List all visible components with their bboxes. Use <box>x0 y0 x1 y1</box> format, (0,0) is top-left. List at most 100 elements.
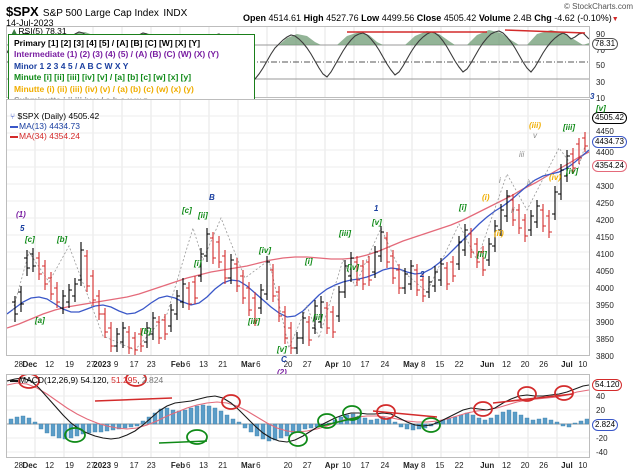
macd-plot <box>7 375 589 457</box>
wave-label: [v] <box>372 218 382 227</box>
x-tick-26: 26 <box>539 360 549 369</box>
wave-label: (1) <box>16 210 26 219</box>
wave-label: (2) <box>277 368 287 377</box>
wave-label: [ii] <box>313 313 323 322</box>
low-label: Low <box>361 13 380 23</box>
price-tick-4450: 4450 <box>596 127 614 136</box>
x-tick-21: 21 <box>218 461 228 470</box>
x-tick-10: 10 <box>341 461 351 470</box>
wave-label: [iv] <box>259 246 271 255</box>
wave-label: [ii] <box>477 250 487 259</box>
x-tick-10: 10 <box>578 461 588 470</box>
x-tick-24: 24 <box>380 461 390 470</box>
wave-label: i <box>499 176 501 185</box>
x-tick-22: 22 <box>454 461 464 470</box>
price-tick-4050: 4050 <box>596 267 614 276</box>
x-tick-19: 19 <box>65 461 74 470</box>
x-tick-17: 17 <box>360 461 370 470</box>
x-tick-6: 6 <box>256 461 261 470</box>
x-tick-8: 8 <box>420 360 426 369</box>
open-value: 4514.61 <box>268 13 302 23</box>
chg-down-arrow: ▼ <box>611 16 619 23</box>
rsi-tick-30: 30 <box>596 78 605 87</box>
wave-label: [v] <box>277 345 287 354</box>
wave-label: [ii] <box>198 211 208 220</box>
price-plot <box>7 100 589 355</box>
x-tick-15: 15 <box>435 360 445 369</box>
x-tick-17: 17 <box>360 360 370 369</box>
price-tick-4300: 4300 <box>596 182 614 191</box>
wave-label: [c] <box>25 235 35 244</box>
wave-label: (iii) <box>529 121 541 130</box>
x-tick-15: 15 <box>435 461 445 470</box>
x-tick-6: 6 <box>186 360 191 369</box>
macd-tick-neg20: -20 <box>596 434 608 443</box>
x-tick-mar: Mar <box>240 360 256 369</box>
wave-label: v <box>533 131 537 140</box>
wave-label: (i) <box>482 193 490 202</box>
x-tick-10: 10 <box>578 360 588 369</box>
rsi-tick-90: 90 <box>596 30 605 39</box>
rsi-tick-10: 10 <box>596 94 605 103</box>
wave-label: 5 <box>20 224 25 233</box>
ma34-legend: MA(34) 4354.24 <box>10 131 80 141</box>
macd-hist-flag: 2.824 <box>592 419 619 431</box>
chg-value: -4.62 (-0.10%) <box>554 13 612 23</box>
ma13-value-flag: 4434.73 <box>592 136 627 148</box>
x-tick-26: 26 <box>539 461 549 470</box>
wave-label: [i] <box>459 203 467 212</box>
wave-label: [v] <box>596 104 606 113</box>
x-tick-20: 20 <box>520 461 530 470</box>
x-tick-10: 10 <box>341 360 351 369</box>
ma34-label: MA(34) 4354.24 <box>19 131 80 141</box>
macd-signal-value: 51.295 <box>111 375 138 385</box>
x-tick-feb: Feb <box>170 360 186 369</box>
x-tick-dec: Dec <box>22 461 38 470</box>
ma13-label: MA(13) 4434.73 <box>19 121 80 131</box>
macd-value: 54.120 <box>80 375 107 385</box>
wave-label: B <box>209 193 215 202</box>
x-tick-12: 12 <box>45 461 55 470</box>
x-tick-13: 13 <box>199 461 208 470</box>
x-tick-6: 6 <box>186 461 191 470</box>
legend-row-minor: Minor 1 2 3 4 5 / A B C W X Y <box>14 60 129 71</box>
volume-value: 2.4B <box>513 13 532 23</box>
close-value: 4505.42 <box>443 13 477 23</box>
x-tick-apr: Apr <box>324 461 339 470</box>
price-tick-4200: 4200 <box>596 216 614 225</box>
open-label: Open <box>243 13 267 23</box>
chart-title: $SPX S&P 500 Large Cap Index INDX <box>6 3 187 21</box>
x-tick-23: 23 <box>146 461 156 470</box>
x-tick-27: 27 <box>86 360 96 369</box>
price-tick-3850: 3850 <box>596 335 614 344</box>
x-tick-jul: Jul <box>561 360 573 369</box>
macd-hist-value: 2.824 <box>141 375 164 385</box>
wave-label: [iii] <box>339 229 351 238</box>
price-close-flag: 4505.42 <box>592 112 627 124</box>
x-tick-jun: Jun <box>480 360 495 369</box>
x-tick-2023: 2023 <box>93 360 112 369</box>
price-tick-4100: 4100 <box>596 250 614 259</box>
legend-row-minutte: Minutte (i) (ii) (iii) (iv) (v) / (a) (b… <box>14 83 194 94</box>
x-tick-20: 20 <box>283 461 293 470</box>
rsi-title-text: RSI(5) 78.31 <box>18 26 67 36</box>
macd-params: MACD(12,26,9) <box>19 375 79 385</box>
price-panel <box>6 99 590 356</box>
x-tick-12: 12 <box>502 360 511 369</box>
low-value: 4499.56 <box>381 13 415 23</box>
wave-label: (iv) <box>549 173 561 182</box>
high-label: High <box>303 13 324 23</box>
x-tick-jun: Jun <box>480 461 495 470</box>
chg-label: Chg <box>534 13 552 23</box>
symbol-ticker: $SPX <box>6 4 39 19</box>
x-tick-27: 27 <box>302 360 312 369</box>
x-tick-apr: Apr <box>324 360 339 369</box>
macd-tick-40: 40 <box>596 392 605 401</box>
wave-label: [iii] <box>563 123 575 132</box>
x-tick-may: May <box>403 461 419 470</box>
x-axis-date-labels: 28 Dec 12 19 27 2023 9 17 23 Feb 6 13 21 Mar 6 20 27 Apr 1… <box>6 360 590 372</box>
symbol-exchange: INDX <box>163 8 188 19</box>
x-tick-27: 27 <box>86 461 96 470</box>
x-tick-jul: Jul <box>561 461 573 470</box>
